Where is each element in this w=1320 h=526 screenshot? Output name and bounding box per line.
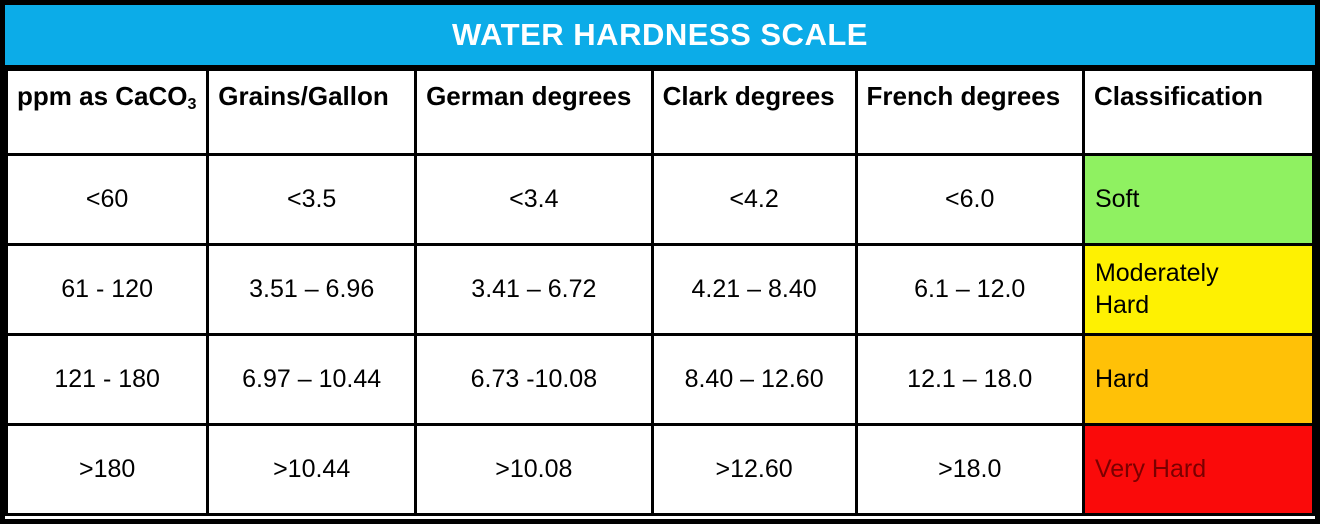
hardness-table: ppm as CaCO3 Grains/Gallon German degree… — [4, 68, 1316, 516]
table-row-very-hard: >180 >10.44 >10.08 >12.60 >18.0 Very Har… — [4, 423, 1316, 516]
column-header-ppm: ppm as CaCO3 — [4, 68, 210, 156]
column-header-clark: Clark degrees — [650, 68, 858, 156]
cell-german: 6.73 -10.08 — [414, 333, 654, 426]
column-header-french: French degrees — [854, 68, 1085, 156]
header-row: ppm as CaCO3 Grains/Gallon German degree… — [4, 68, 1316, 156]
cell-ppm: 61 - 120 — [4, 243, 210, 336]
cell-classification-moderately-hard: Moderately Hard — [1081, 243, 1316, 336]
cell-french: 12.1 – 18.0 — [854, 333, 1085, 426]
cell-ppm: <60 — [4, 153, 210, 246]
cell-grains: 3.51 – 6.96 — [206, 243, 418, 336]
cell-grains: 6.97 – 10.44 — [206, 333, 418, 426]
table-title-bar: WATER HARDNESS SCALE — [5, 5, 1315, 68]
cell-french: <6.0 — [854, 153, 1085, 246]
cell-french: 6.1 – 12.0 — [854, 243, 1085, 336]
table-row-soft: <60 <3.5 <3.4 <4.2 <6.0 Soft — [4, 153, 1316, 246]
classification-label: Very Hard — [1094, 454, 1207, 483]
table-row-moderately-hard: 61 - 120 3.51 – 6.96 3.41 – 6.72 4.21 – … — [4, 243, 1316, 336]
cell-clark: 8.40 – 12.60 — [650, 333, 858, 426]
cell-classification-very-hard: Very Hard — [1081, 423, 1316, 516]
cell-grains: >10.44 — [206, 423, 418, 516]
cell-clark: 4.21 – 8.40 — [650, 243, 858, 336]
classification-label: Hard — [1094, 364, 1150, 393]
column-header-german: German degrees — [414, 68, 654, 156]
table-row-hard: 121 - 180 6.97 – 10.44 6.73 -10.08 8.40 … — [4, 333, 1316, 426]
column-header-classification: Classification — [1081, 68, 1316, 156]
classification-label: Soft — [1094, 184, 1140, 213]
cell-clark: >12.60 — [650, 423, 858, 516]
column-header-ppm-label: ppm as CaCO — [17, 81, 188, 111]
cell-german: <3.4 — [414, 153, 654, 246]
column-header-ppm-subscript: 3 — [187, 95, 197, 114]
column-header-grains: Grains/Gallon — [206, 68, 418, 156]
table-title: WATER HARDNESS SCALE — [452, 17, 868, 52]
cell-classification-hard: Hard — [1081, 333, 1316, 426]
cell-ppm: >180 — [4, 423, 210, 516]
cell-german: >10.08 — [414, 423, 654, 516]
cell-german: 3.41 – 6.72 — [414, 243, 654, 336]
cell-ppm: 121 - 180 — [4, 333, 210, 426]
cell-grains: <3.5 — [206, 153, 418, 246]
cell-french: >18.0 — [854, 423, 1085, 516]
classification-label: Moderately Hard — [1094, 259, 1219, 319]
cell-clark: <4.2 — [650, 153, 858, 246]
cell-classification-soft: Soft — [1081, 153, 1316, 246]
